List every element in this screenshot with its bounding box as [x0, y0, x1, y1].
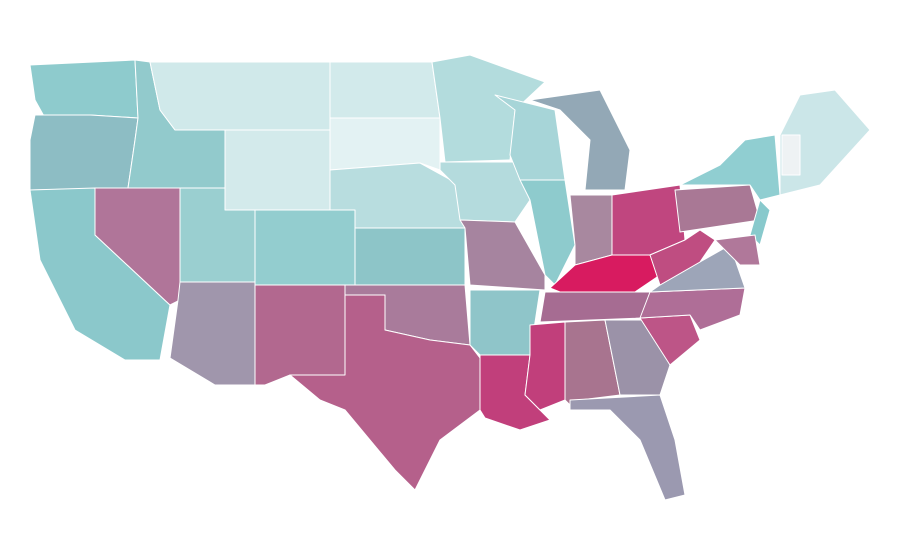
state [169, 281, 256, 386]
state [569, 194, 613, 266]
state [749, 199, 771, 246]
state [329, 117, 441, 171]
state [459, 219, 546, 291]
state [289, 294, 481, 491]
state [781, 134, 801, 176]
state [354, 227, 466, 286]
state [679, 134, 781, 201]
state [714, 234, 761, 266]
state [149, 61, 331, 131]
state [674, 184, 761, 233]
states [29, 54, 871, 501]
state [569, 394, 686, 501]
state [224, 129, 331, 211]
state [29, 114, 139, 191]
state [254, 209, 356, 286]
state [529, 89, 631, 191]
state [329, 61, 441, 119]
state [779, 89, 871, 196]
state [94, 187, 181, 306]
state [524, 321, 566, 411]
state [254, 284, 346, 386]
state [29, 59, 139, 119]
